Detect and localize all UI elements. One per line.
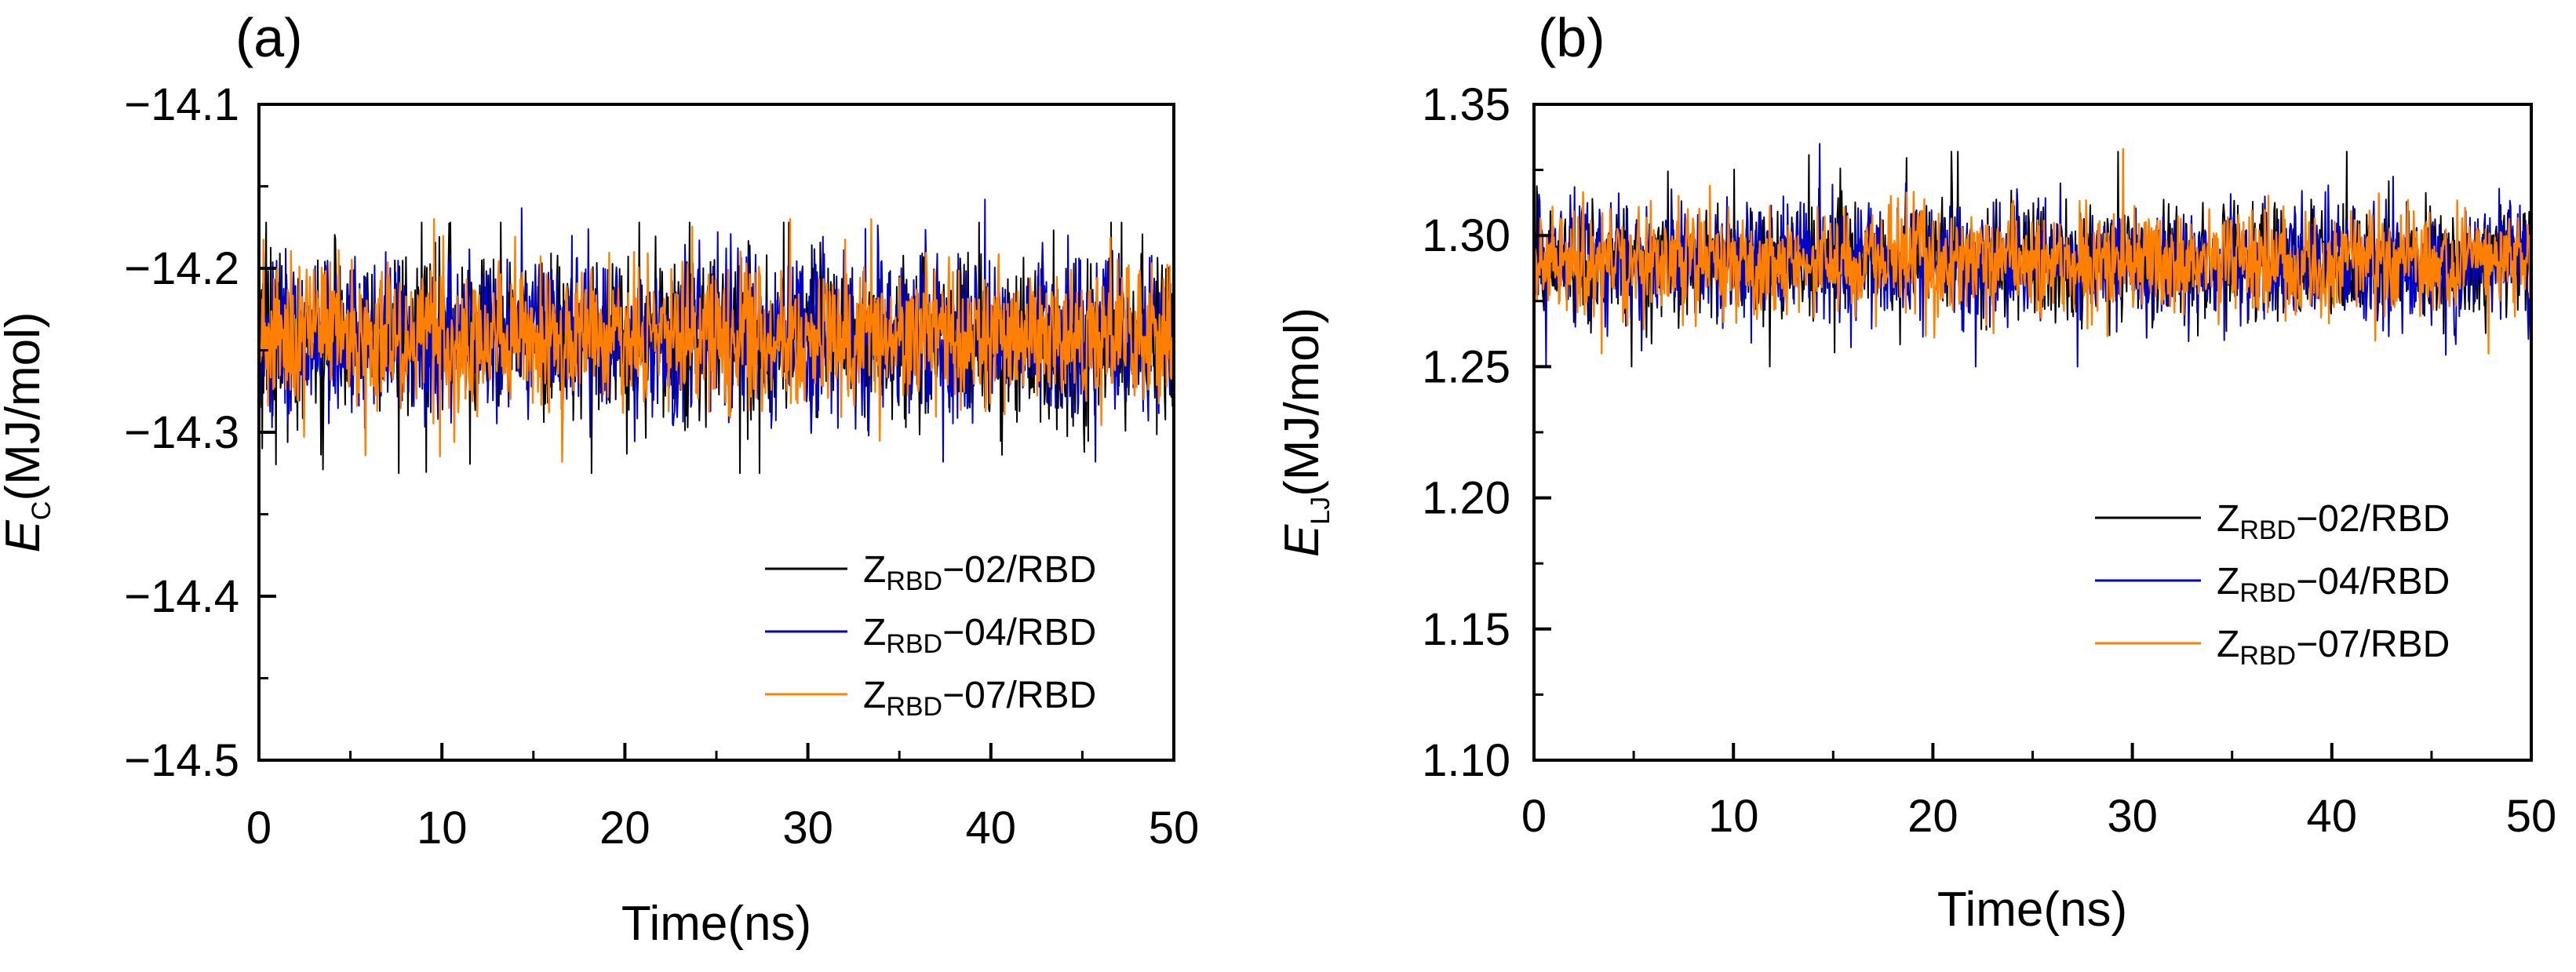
y-tick-label: 1.35 — [1422, 79, 1510, 130]
x-tick-label: 10 — [417, 803, 468, 854]
x-tick-label: 0 — [246, 803, 271, 854]
x-axis-label-b: Time(ns) — [1937, 883, 2127, 937]
legend-item-zrbd-04: ZRBD−04/RBD — [2095, 561, 2450, 608]
legend-label-zrbd-07: ZRBD−07/RBD — [863, 675, 1096, 722]
y-tick-label: −14.3 — [124, 407, 239, 458]
x-tick-label: 50 — [1149, 803, 1200, 854]
chart-panel-b: (b) 0 10 20 30 40 501.101.151.201.251.301.35 … — [1275, 7, 2556, 937]
x-tick-label: 20 — [599, 803, 650, 854]
legend-item-zrbd-07: ZRBD−07/RBD — [2095, 624, 2450, 671]
y-tick-label: 1.20 — [1422, 473, 1510, 524]
y-tick-label: −14.4 — [124, 571, 239, 622]
x-tick-label: 30 — [2107, 791, 2158, 842]
x-tick-label: 20 — [1907, 791, 1958, 842]
ticks-a: 0 10 20 30 40 50 −14.5 −14.4 −14.3 −14.2 −14.1 — [124, 79, 1199, 854]
series-line-07 — [1532, 147, 2533, 355]
x-tick-label: 30 — [782, 803, 833, 854]
legend-label-zrbd-04: ZRBD−04/RBD — [863, 612, 1096, 659]
legend-item-zrbd-07: ZRBD−07/RBD — [765, 675, 1096, 722]
y-tick-label: 1.15 — [1422, 604, 1510, 655]
legend-label-zrbd-02: ZRBD−02/RBD — [863, 549, 1096, 596]
ticks-b: 0 10 20 30 40 50 1.10 1.15 1.20 1.25 1.30 1.35 — [1422, 79, 2556, 842]
y-tick-label: −14.2 — [124, 243, 239, 294]
x-tick-label: 0 — [1521, 791, 1547, 842]
legend-item-zrbd-02: ZRBD−02/RBD — [2095, 498, 2450, 545]
legend-label-zrbd-02: ZRBD−02/RBD — [2217, 498, 2450, 545]
legend-label-zrbd-07: ZRBD−07/RBD — [2217, 624, 2450, 671]
panel-label-b: (b) — [1538, 7, 1605, 68]
x-tick-label: 40 — [966, 803, 1017, 854]
plot-area-b — [1532, 143, 2533, 368]
x-axis-label-a: Time(ns) — [621, 897, 811, 951]
y-tick-label: −14.1 — [124, 79, 239, 130]
y-tick-label: 1.10 — [1422, 735, 1510, 786]
y-tick-label: −14.5 — [124, 735, 239, 786]
x-tick-label: 40 — [2307, 791, 2358, 842]
panel-label-a: (a) — [235, 7, 303, 68]
x-tick-label: 50 — [2506, 791, 2557, 842]
legend-item-zrbd-02: ZRBD−02/RBD — [765, 549, 1096, 596]
legend-b: ZRBD−02/RBD ZRBD−04/RBD ZRBD−07/RBD — [2095, 498, 2450, 671]
legend-a: ZRBD−02/RBD ZRBD−04/RBD ZRBD−07/RBD — [765, 549, 1096, 722]
axes-frame-a — [257, 103, 1175, 762]
series-line-07 — [257, 218, 1175, 463]
x-tick-label: 10 — [1708, 791, 1759, 842]
plot-area-a — [257, 198, 1175, 475]
chart-panel-a: (a) 0 10 20 30 40 50 −14.5 −14.4 −14.3 −14.2 −14.1… — [0, 7, 1199, 951]
y-tick-label: 1.25 — [1422, 341, 1510, 392]
y-tick-label: 1.30 — [1422, 210, 1510, 261]
y-axis-label-b: ELJ(MJ/mol) — [1275, 308, 1335, 557]
y-axis-label-a: EC(MJ/mol) — [0, 312, 56, 553]
legend-item-zrbd-04: ZRBD−04/RBD — [765, 612, 1096, 659]
legend-label-zrbd-04: ZRBD−04/RBD — [2217, 561, 2450, 608]
